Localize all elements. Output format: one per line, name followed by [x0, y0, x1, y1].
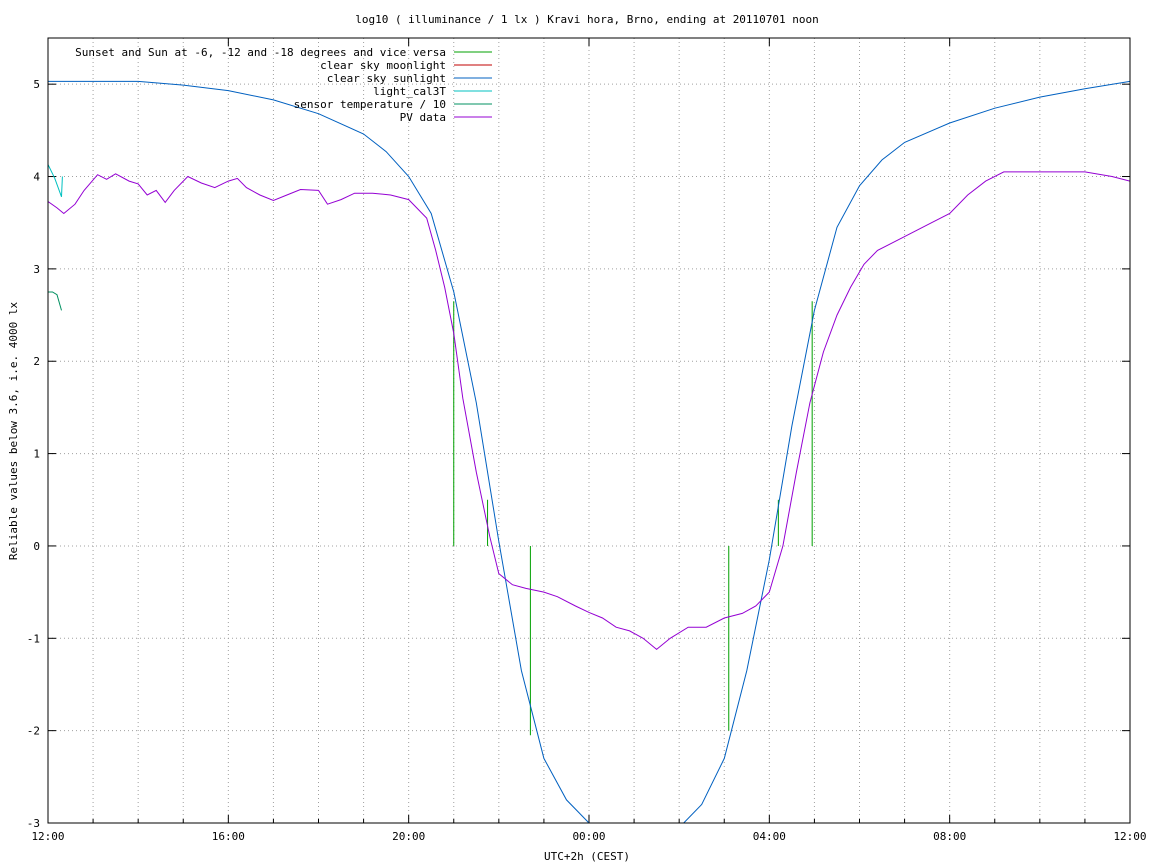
x-tick-label: 16:00: [212, 830, 245, 843]
y-tick-label: 1: [33, 448, 40, 461]
x-axis-label: UTC+2h (CEST): [544, 850, 630, 863]
series-layer: [48, 80, 1130, 823]
series-line-4: [48, 291, 62, 311]
legend-label: sensor temperature / 10: [294, 98, 446, 111]
series-line-3: [48, 164, 63, 197]
x-tick-label: 00:00: [572, 830, 605, 843]
plot-frame: [47, 37, 1131, 824]
legend-label: Sunset and Sun at -6, -12 and -18 degree…: [75, 46, 446, 59]
legend-label: clear sky sunlight: [327, 72, 446, 85]
y-tick-label: -1: [27, 632, 40, 645]
legend-label: PV data: [400, 111, 446, 124]
legend-label: clear sky moonlight: [320, 59, 446, 72]
x-tick-label: 12:00: [1113, 830, 1146, 843]
y-tick-label: 3: [33, 263, 40, 276]
axis-ticks: -3 -2 -1 0 1 2 3 4 5 12:00 16:00 20:00 00:00 04:00 08:…: [27, 38, 1147, 843]
series-line-2: [48, 80, 1130, 823]
series-line-5: [48, 171, 1130, 651]
y-tick-label: -2: [27, 725, 40, 738]
y-axis-label: Reliable values below 3.6, i.e. 4000 lx: [7, 301, 20, 560]
x-tick-label: 08:00: [933, 830, 966, 843]
y-tick-label: -3: [27, 817, 40, 830]
x-tick-label: 04:00: [753, 830, 786, 843]
legend-label: light_cal3T: [373, 85, 446, 98]
legend: Sunset and Sun at -6, -12 and -18 degree…: [75, 46, 492, 124]
grid: [48, 38, 1130, 823]
y-tick-label: 0: [33, 540, 40, 553]
x-tick-label: 20:00: [392, 830, 425, 843]
x-tick-label: 12:00: [31, 830, 64, 843]
y-tick-label: 2: [33, 355, 40, 368]
y-tick-label: 4: [33, 171, 40, 184]
y-tick-label: 5: [33, 78, 40, 91]
chart-title: log10 ( illuminance / 1 lx ) Kravi hora,…: [355, 13, 819, 26]
